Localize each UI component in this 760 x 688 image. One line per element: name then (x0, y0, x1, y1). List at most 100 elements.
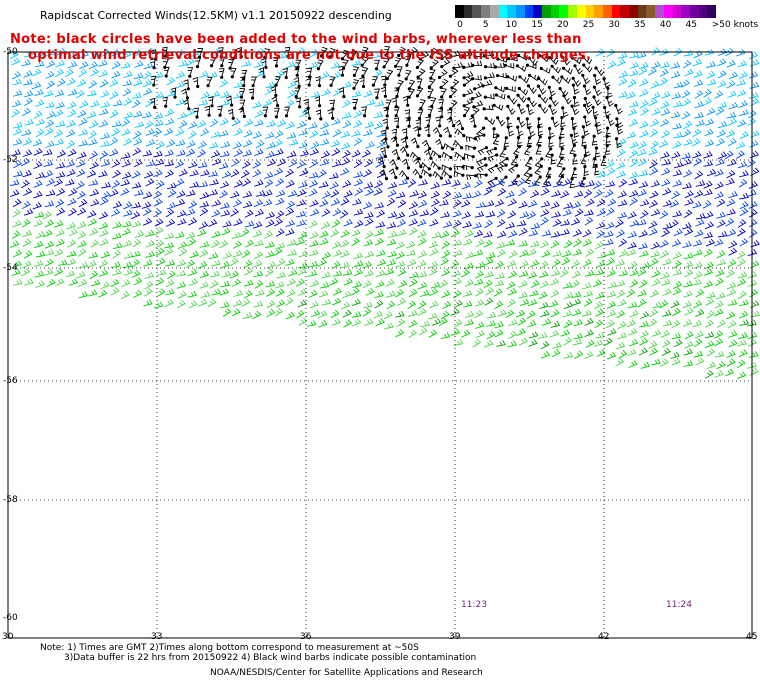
wind-barb (616, 289, 626, 299)
wind-barb (446, 108, 453, 119)
contamination-circle (395, 166, 399, 170)
colorbar-segment (663, 5, 673, 18)
wind-barb (423, 148, 432, 159)
wind-barb (616, 125, 624, 135)
wind-barb (209, 178, 219, 186)
wind-barb (33, 180, 43, 188)
wind-barb (417, 271, 428, 278)
wind-barb (540, 351, 551, 359)
wind-barb (365, 187, 375, 197)
wind-barb (287, 89, 297, 99)
wind-barb (78, 139, 89, 147)
wind-barb (387, 211, 398, 219)
wind-barb (539, 301, 549, 309)
wind-barb (142, 149, 153, 157)
wind-barb (112, 242, 123, 250)
wind-barb (439, 69, 448, 78)
wind-barb (229, 257, 239, 267)
wind-barb (162, 46, 168, 57)
wind-barb (374, 179, 384, 189)
wind-barb (255, 289, 265, 297)
contamination-note: Note: black circles have been added to t… (10, 32, 591, 64)
colorbar-label: 40 (659, 20, 672, 30)
contamination-circle (594, 164, 598, 168)
contamination-circle (452, 124, 456, 128)
wind-barb (651, 269, 661, 278)
wind-barb (317, 258, 327, 267)
wind-barb (472, 338, 482, 348)
wind-barb (518, 270, 529, 278)
wind-barb (187, 290, 198, 298)
contamination-circle (318, 104, 322, 108)
contamination-circle (537, 76, 541, 80)
latitude-tick-label: -56 (3, 376, 18, 386)
wind-barb (417, 190, 428, 199)
wind-barb (178, 168, 188, 177)
wind-barb (198, 221, 209, 230)
wind-barb (319, 138, 330, 146)
colorbar-segment (602, 5, 612, 18)
wind-barb (417, 281, 428, 290)
wind-barb (717, 121, 728, 129)
wind-barb (717, 230, 728, 238)
wind-barb (210, 150, 221, 158)
wind-barb (629, 158, 639, 168)
wind-barb (649, 289, 659, 298)
wind-barb (684, 227, 694, 236)
wind-barb (296, 210, 306, 218)
contamination-circle (450, 147, 454, 151)
wind-barb (736, 141, 746, 150)
wind-barb (604, 145, 611, 155)
wind-barb (12, 208, 21, 218)
wind-barb (528, 229, 539, 237)
wind-barb (187, 130, 197, 139)
wind-barb (628, 338, 639, 347)
wind-barb (550, 231, 561, 238)
wind-barb (22, 137, 32, 146)
contamination-circle (218, 113, 222, 117)
wind-barb (494, 178, 505, 186)
wind-barb (497, 230, 507, 239)
wind-barb (121, 159, 132, 168)
wind-barb (121, 118, 131, 127)
wind-barb (383, 311, 393, 320)
wind-barb (266, 261, 277, 269)
wind-barb (728, 330, 738, 338)
wind-barb (363, 168, 373, 178)
contamination-circle (187, 107, 191, 111)
wind-barb (505, 63, 515, 69)
contamination-circle (327, 55, 332, 59)
wind-barb (35, 250, 46, 258)
wind-barb (683, 209, 693, 219)
contamination-circle (470, 114, 474, 118)
contamination-circle (274, 83, 278, 87)
wind-barb (672, 122, 682, 130)
contamination-circle (374, 67, 379, 71)
wind-barb (604, 238, 614, 246)
wind-barb (618, 70, 628, 79)
wind-barb (461, 181, 471, 190)
wind-barb (534, 165, 542, 176)
wind-barb (309, 129, 319, 139)
wind-barb (507, 198, 517, 207)
colorbar-segment (594, 5, 603, 18)
wind-barb (606, 48, 616, 58)
contamination-circle (350, 57, 354, 61)
wind-barb (485, 93, 495, 100)
wind-barb (282, 67, 288, 78)
wind-barb (418, 179, 428, 186)
wind-barb (692, 201, 702, 209)
contamination-circle (407, 95, 411, 99)
wind-barb (303, 98, 309, 109)
wind-barb (517, 65, 527, 72)
wind-barb (715, 137, 725, 147)
wind-barb (221, 170, 232, 179)
wind-barb (285, 311, 295, 320)
wind-barb (640, 361, 651, 369)
wind-barb (475, 158, 486, 167)
wind-barb (330, 139, 341, 148)
wind-barb (541, 249, 551, 258)
wind-barb (549, 278, 560, 286)
wind-barb (142, 87, 153, 96)
wind-barb (112, 99, 123, 107)
